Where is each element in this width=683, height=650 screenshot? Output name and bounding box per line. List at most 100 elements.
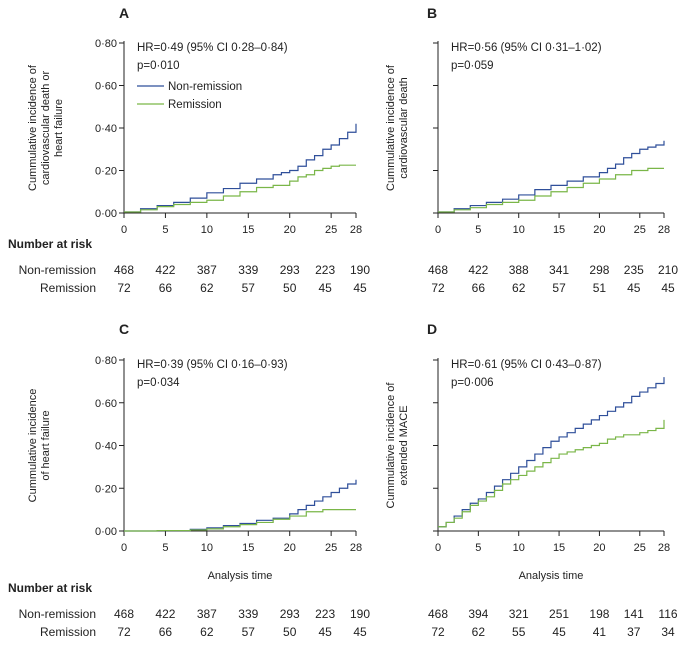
risk-count: 293 — [280, 263, 300, 277]
risk-count: 116 — [658, 607, 677, 621]
risk-count: 468 — [114, 607, 134, 621]
x-axis-label: Analysis time — [519, 570, 584, 582]
p-value-annotation: p=0·006 — [451, 377, 494, 389]
panel-letter: B — [427, 5, 437, 21]
x-tick-label: 15 — [242, 542, 254, 554]
risk-count: 34 — [661, 625, 675, 639]
risk-count: 394 — [468, 607, 488, 621]
y-axis-label: Cummulative incidence of — [385, 64, 397, 191]
risk-count: 50 — [283, 281, 297, 295]
series-line-non-remission — [438, 377, 665, 528]
p-value-annotation: p=0·059 — [451, 60, 494, 72]
risk-count: 298 — [589, 263, 609, 277]
x-tick-label: 20 — [284, 542, 296, 554]
risk-count: 468 — [428, 607, 448, 621]
x-tick-label: 28 — [350, 224, 362, 236]
risk-count: 422 — [155, 263, 175, 277]
x-axis-label: Analysis time — [208, 570, 273, 582]
y-axis-label: cardiovascular death or — [40, 70, 52, 185]
risk-count: 45 — [353, 625, 367, 639]
risk-count: 45 — [627, 281, 641, 295]
panel-letter: A — [119, 5, 129, 21]
risk-row-label: Non-remission — [19, 607, 96, 621]
panel-c: C 0·00 0·20 0·40 0·60 0·80 0 5 10 15 20 25 28 Cummula… — [8, 321, 370, 639]
risk-row-label: Remission — [40, 281, 96, 295]
risk-count: 45 — [318, 281, 332, 295]
x-tick-label: 15 — [242, 224, 254, 236]
x-tick-label: 0 — [121, 224, 127, 236]
risk-count: 198 — [589, 607, 609, 621]
series-line-remission — [124, 509, 356, 532]
x-tick-label: 10 — [513, 224, 525, 236]
risk-count: 387 — [197, 263, 217, 277]
risk-table-header: Number at risk — [8, 581, 92, 595]
p-value-annotation: p=0·010 — [137, 60, 180, 72]
risk-count: 66 — [159, 281, 173, 295]
p-value-annotation: p=0·034 — [137, 377, 180, 389]
x-tick-label: 10 — [201, 542, 213, 554]
risk-count: 66 — [472, 281, 486, 295]
x-tick-label: 5 — [475, 542, 481, 554]
hr-annotation: HR=0·39 (95% CI 0·16–0·93) — [137, 359, 288, 371]
series-line-non-remission — [438, 140, 665, 213]
risk-count: 62 — [472, 625, 486, 639]
x-tick-label: 0 — [121, 542, 127, 554]
x-tick-label: 0 — [435, 542, 441, 554]
y-axis-label: Cummulative incidence of — [385, 382, 397, 509]
y-axis-label: Cummulative incidence — [27, 389, 39, 503]
panel-a: A 0·00 0·20 0·40 0·60 0·80 0 5 10 15 20 25 28 Cummula… — [8, 5, 370, 295]
y-tick-label: 0·60 — [95, 398, 117, 410]
risk-count: 141 — [624, 607, 644, 621]
risk-count: 72 — [117, 281, 131, 295]
risk-count: 72 — [431, 625, 445, 639]
y-tick-label: 0·80 — [95, 355, 117, 367]
risk-count: 251 — [549, 607, 569, 621]
x-tick-label: 25 — [634, 224, 646, 236]
y-tick-label: 0·00 — [95, 526, 117, 538]
x-tick-label: 25 — [325, 542, 337, 554]
risk-table-header: Number at risk — [8, 237, 92, 251]
risk-count: 57 — [552, 281, 566, 295]
risk-count: 72 — [117, 625, 131, 639]
x-tick-label: 15 — [553, 542, 565, 554]
x-tick-label: 28 — [658, 542, 670, 554]
risk-count: 321 — [509, 607, 529, 621]
risk-count: 210 — [658, 263, 678, 277]
x-tick-label: 20 — [593, 224, 605, 236]
y-tick-label: 0·20 — [95, 483, 117, 495]
risk-count: 51 — [593, 281, 607, 295]
risk-count: 339 — [238, 607, 258, 621]
risk-count: 45 — [353, 281, 367, 295]
risk-row-label: Remission — [40, 625, 96, 639]
y-tick-label: 0·40 — [95, 123, 117, 135]
x-tick-label: 5 — [162, 542, 168, 554]
y-axis-label: heart failure — [53, 99, 65, 157]
x-tick-label: 25 — [634, 542, 646, 554]
risk-count: 293 — [280, 607, 300, 621]
risk-count: 62 — [200, 281, 214, 295]
y-tick-label: 0·80 — [95, 38, 117, 50]
risk-count: 190 — [350, 263, 370, 277]
risk-count: 50 — [283, 625, 297, 639]
y-axis-label: Cummulative incidence of — [27, 64, 39, 191]
y-axis-label: cardiovascular death — [398, 77, 410, 179]
risk-count: 339 — [238, 263, 258, 277]
x-tick-label: 20 — [593, 542, 605, 554]
x-tick-label: 5 — [475, 224, 481, 236]
panel-b: B 0 5 10 15 20 25 28 Cummulative incidence of car… — [385, 5, 678, 295]
risk-count: 468 — [114, 263, 134, 277]
panel-d: D 0 5 10 15 20 25 28 Cummulative incidence of ext… — [385, 321, 678, 639]
panel-letter: D — [427, 321, 437, 337]
risk-count: 62 — [200, 625, 214, 639]
hr-annotation: HR=0·61 (95% CI 0·43–0·87) — [451, 359, 602, 371]
risk-count: 37 — [627, 625, 641, 639]
x-tick-label: 15 — [553, 224, 565, 236]
risk-count: 223 — [315, 607, 335, 621]
x-tick-label: 0 — [435, 224, 441, 236]
x-tick-label: 5 — [162, 224, 168, 236]
risk-count: 57 — [242, 281, 256, 295]
series-line-remission — [124, 164, 356, 213]
risk-count: 235 — [624, 263, 644, 277]
hr-annotation: HR=0·56 (95% CI 0·31–1·02) — [451, 42, 602, 54]
